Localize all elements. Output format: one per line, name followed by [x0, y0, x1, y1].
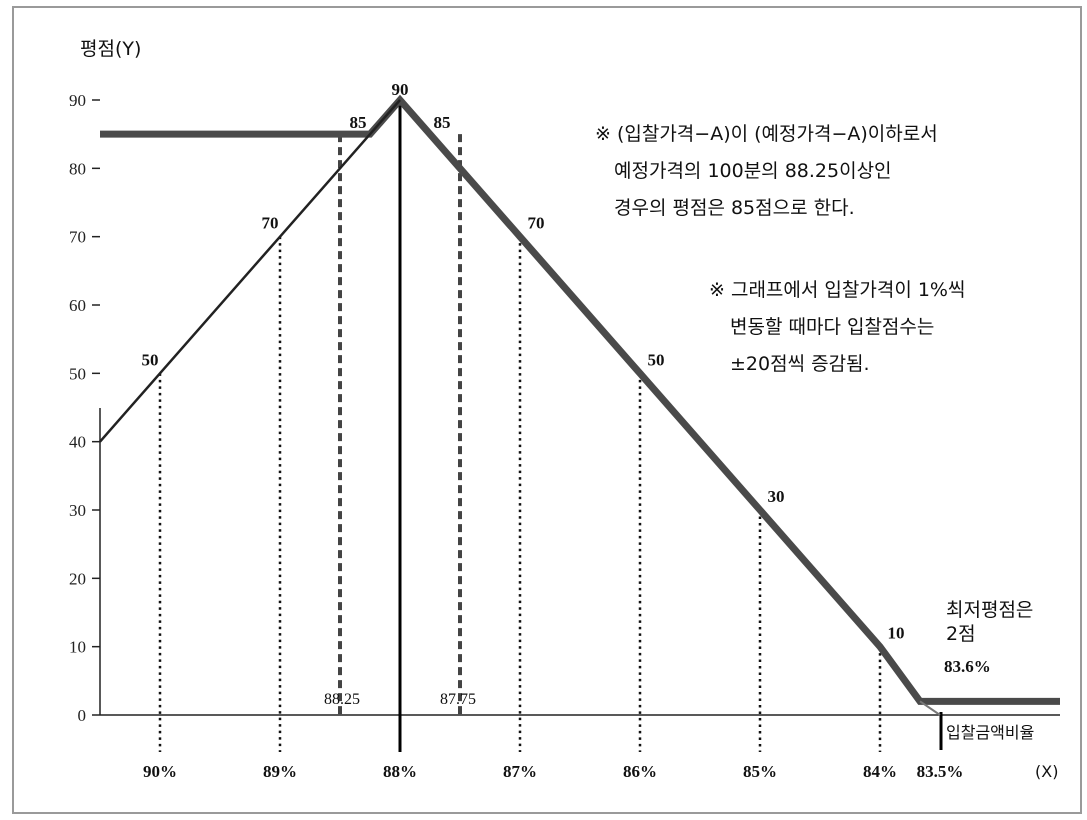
- note-2: ※ 그래프에서 입찰가격이 1%씩 변동할 때마다 입찰점수는 ±20점씩 증감…: [709, 279, 965, 375]
- x-tick-label-6: 84%: [863, 762, 897, 781]
- series-line-thin: [99, 99, 401, 443]
- point-label-8: 10: [888, 624, 905, 643]
- point-label-5: 50: [142, 350, 159, 369]
- note-2-line-2: 변동할 때마다 입찰점수는: [730, 316, 934, 338]
- min-ratio-label: 83.6%: [944, 657, 991, 676]
- dashed-guide-label-0: 88.25: [324, 691, 360, 708]
- y-axis-title: 평점(Y): [80, 38, 141, 60]
- x-axis-name: 입찰금액비율: [946, 723, 1034, 742]
- y-tick-label-20: 20: [69, 569, 86, 588]
- y-tick-label-90: 90: [69, 91, 86, 110]
- x-tick-label-7: 83.5%: [917, 762, 964, 781]
- note-1-line-1: ※ (입찰가격−A)이 (예정가격−A)이하로서: [595, 123, 938, 145]
- y-tick-label-70: 70: [69, 228, 86, 247]
- point-label-2: 85: [434, 113, 451, 132]
- point-label-0: 90: [392, 80, 409, 99]
- note-1-line-3: 경우의 평점은 85점으로 한다.: [614, 197, 855, 219]
- point-label-4: 70: [528, 214, 545, 233]
- x-tick-label-3: 87%: [503, 762, 537, 781]
- point-label-3: 70: [262, 214, 279, 233]
- x-tick-label-0: 90%: [143, 762, 177, 781]
- point-label-1: 85: [350, 113, 367, 132]
- min-score-line-1: 최저평점은: [946, 599, 1033, 621]
- note-1: ※ (입찰가격−A)이 (예정가격−A)이하로서 예정가격의 100분의 88.…: [595, 123, 938, 219]
- x-tick-label-5: 85%: [743, 762, 777, 781]
- y-tick-label-50: 50: [69, 364, 86, 383]
- y-ticks: 0 10 20 30 40 50 60 70 80 90: [69, 91, 100, 725]
- y-tick-label-40: 40: [69, 433, 86, 452]
- x-ticks: 90% 89% 88% 87% 86% 85% 84% 83.5% 88.25 87.75: [143, 691, 963, 781]
- chart-marks: [99, 94, 1060, 752]
- point-label-7: 30: [768, 487, 785, 506]
- note-2-line-1: ※ 그래프에서 입찰가격이 1%씩: [709, 279, 965, 301]
- series-line-thick: [100, 94, 1060, 705]
- min-score-line-2: 2점: [946, 623, 976, 645]
- point-labels: 90 85 85 70 70 50 50 30 10: [142, 80, 905, 643]
- y-tick-label-0: 0: [78, 706, 87, 725]
- x-tick-label-1: 89%: [263, 762, 297, 781]
- y-tick-label-30: 30: [69, 501, 86, 520]
- dashed-guide-label-1: 87.75: [440, 691, 476, 708]
- note-1-line-2: 예정가격의 100분의 88.25이상인: [614, 160, 892, 182]
- y-tick-label-10: 10: [69, 638, 86, 657]
- point-label-6: 50: [648, 350, 665, 369]
- x-axis-unit: (X): [1035, 762, 1058, 781]
- x-tick-label-2: 88%: [383, 762, 417, 781]
- x-tick-label-4: 86%: [623, 762, 657, 781]
- y-tick-label-80: 80: [69, 159, 86, 178]
- y-tick-label-60: 60: [69, 296, 86, 315]
- min-drop-line: [919, 700, 941, 716]
- note-2-line-3: ±20점씩 증감됨.: [730, 353, 870, 375]
